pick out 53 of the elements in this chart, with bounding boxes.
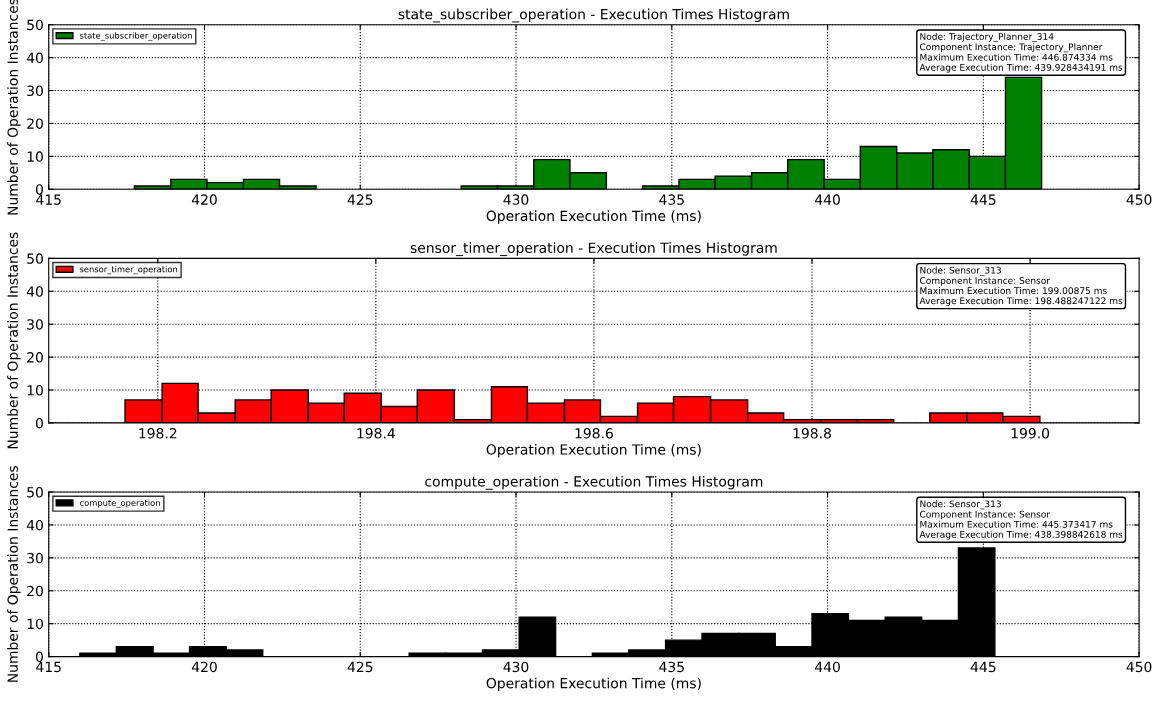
x-tick-label: 435 bbox=[659, 661, 684, 673]
x-tick-label: 450 bbox=[1126, 661, 1152, 673]
x-tick-label: 430 bbox=[503, 194, 529, 205]
x-tick-label: 425 bbox=[347, 194, 373, 205]
chart-title: compute_operation - Execution Times Histogram bbox=[425, 475, 763, 490]
x-tick-label: 420 bbox=[191, 194, 217, 205]
legend-label: sensor_timer_operation bbox=[80, 265, 178, 275]
x-tick-label: 198.8 bbox=[793, 428, 831, 439]
annotation: Node: Trajectory_Planner_314 Component Instance: Trajectory_Planner Maximum Execution Time: 446.874334 ms Average Execution Time: 439.928434191 ms bbox=[919, 32, 1123, 73]
y-tick-label: 30 bbox=[27, 85, 43, 96]
x-tick-label: 430 bbox=[503, 661, 529, 673]
y-tick-label: 40 bbox=[26, 52, 43, 64]
x-tick-label: 415 bbox=[36, 661, 61, 673]
legend-label: compute_operation bbox=[80, 499, 160, 508]
y-tick-label: 10 bbox=[27, 384, 43, 396]
y-tick-label: 20 bbox=[27, 585, 43, 597]
y-tick-label: 0 bbox=[35, 417, 43, 429]
x-axis-title: Operation Execution Time (ms) bbox=[486, 677, 701, 692]
y-tick-label: 40 bbox=[26, 286, 43, 297]
y-tick-label: 20 bbox=[27, 352, 43, 363]
y-tick-label: 10 bbox=[27, 618, 43, 630]
chart-title: sensor_timer_operation - Execution Times Histogram bbox=[410, 242, 777, 257]
x-tick-label: 450 bbox=[1126, 194, 1152, 205]
x-tick-label: 445 bbox=[970, 661, 996, 673]
annotation: Node: Sensor_313 Component Instance: Sensor Maximum Execution Time: 445.373417 ms Average Execution Time: 438.398842618 ms bbox=[919, 500, 1123, 540]
x-tick-label: 415 bbox=[36, 194, 61, 205]
y-tick-label: 0 bbox=[35, 651, 43, 663]
x-tick-label: 198.2 bbox=[139, 428, 177, 439]
annotation: Node: Sensor_313 Component Instance: Sensor Maximum Execution Time: 199.00875 ms Average Execution Time: 198.488247122 ms bbox=[919, 266, 1123, 306]
y-tick-label: 30 bbox=[27, 319, 43, 330]
y-tick-label: 10 bbox=[27, 151, 43, 162]
y-tick-label: 30 bbox=[27, 552, 43, 564]
x-axis-title: Operation Execution Time (ms) bbox=[486, 444, 701, 458]
y-tick-label: 50 bbox=[27, 487, 43, 498]
legend-label: state_subscriber_operation bbox=[80, 32, 192, 41]
y-axis-title: Number of Operation Instances bbox=[7, 466, 21, 682]
x-tick-label: 420 bbox=[191, 661, 217, 673]
x-tick-label: 440 bbox=[815, 194, 840, 205]
x-tick-label: 435 bbox=[659, 194, 684, 205]
x-tick-label: 198.4 bbox=[357, 428, 395, 439]
x-axis-title: Operation Execution Time (ms) bbox=[486, 210, 701, 224]
x-tick-label: 425 bbox=[347, 661, 373, 673]
x-tick-label: 440 bbox=[815, 661, 840, 673]
x-tick-label: 445 bbox=[970, 194, 996, 205]
x-tick-label: 198.6 bbox=[575, 428, 613, 439]
x-tick-label: 199.0 bbox=[1011, 428, 1050, 439]
y-tick-label: 0 bbox=[35, 184, 43, 195]
y-tick-label: 50 bbox=[27, 19, 43, 31]
chart-title: state_subscriber_operation - Execution Times Histogram bbox=[398, 8, 789, 23]
y-axis-title: Number of Operation Instances bbox=[7, 232, 21, 449]
y-tick-label: 50 bbox=[27, 253, 43, 264]
y-tick-label: 40 bbox=[26, 519, 43, 531]
y-tick-label: 20 bbox=[27, 118, 43, 129]
